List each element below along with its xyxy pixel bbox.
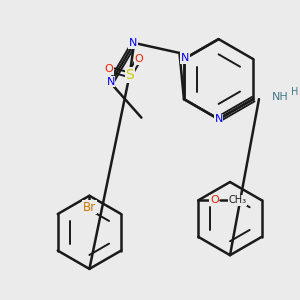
Text: Br: Br	[83, 201, 96, 214]
Text: H: H	[291, 87, 298, 97]
Text: O: O	[134, 54, 143, 64]
Text: NH: NH	[272, 92, 289, 102]
Text: N: N	[106, 77, 115, 87]
Text: O: O	[105, 64, 113, 74]
Text: O: O	[210, 195, 219, 205]
Text: N: N	[181, 53, 189, 63]
Text: N: N	[214, 114, 223, 124]
Text: N: N	[129, 38, 137, 48]
Text: S: S	[125, 68, 134, 82]
Text: CH₃: CH₃	[228, 195, 246, 205]
